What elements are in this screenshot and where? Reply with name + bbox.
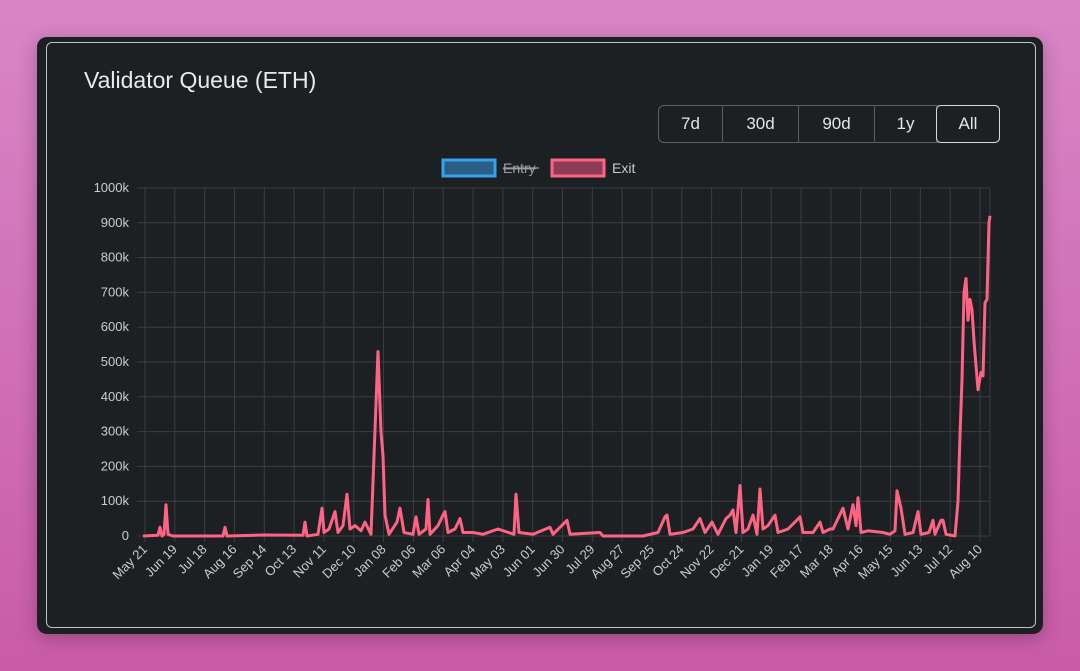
x-tick-label: Jun 30	[529, 542, 567, 580]
legend-swatch-exit	[550, 158, 606, 178]
y-tick-label: 400k	[101, 389, 130, 404]
y-tick-label: 1000k	[94, 180, 130, 195]
y-tick-label: 100k	[101, 493, 130, 508]
exit-series-line	[142, 215, 992, 538]
legend-entry-entry[interactable]: Entry	[441, 158, 539, 178]
x-tick-label: Jun 13	[887, 542, 925, 580]
x-tick-label: May 21	[109, 542, 150, 583]
range-30d-button[interactable]: 30d	[723, 106, 799, 142]
x-tick-label: Aug 10	[945, 542, 985, 582]
y-tick-label: 800k	[101, 250, 130, 265]
legend-label-exit: Exit	[612, 160, 635, 176]
x-tick-label: Jun 01	[500, 542, 538, 580]
range-7d-button[interactable]: 7d	[659, 106, 723, 142]
y-tick-label: 200k	[101, 458, 130, 473]
y-tick-label: 300k	[101, 424, 130, 439]
x-tick-label: Mar 18	[797, 542, 836, 581]
y-tick-label: 600k	[101, 319, 130, 334]
x-tick-label: Sep 25	[617, 542, 657, 582]
x-tick-label: Sep 14	[230, 542, 270, 582]
y-tick-label: 700k	[101, 284, 130, 299]
card-border: Validator Queue (ETH) 7d 30d 90d 1y All	[46, 42, 1036, 628]
range-90d-button[interactable]: 90d	[799, 106, 875, 142]
y-tick-label: 900k	[101, 215, 130, 230]
y-tick-label: 500k	[101, 354, 130, 369]
chart-title: Validator Queue (ETH)	[84, 67, 317, 93]
y-tick-label: 0	[122, 528, 129, 543]
range-selector: 7d 30d 90d 1y All	[658, 105, 1000, 143]
x-tick-label: Jun 19	[142, 542, 180, 580]
x-tick-label: Mar 06	[409, 542, 448, 581]
legend-entry-exit[interactable]: Exit	[550, 158, 635, 178]
legend-swatch-entry	[441, 158, 497, 178]
x-tick-label: Dec 21	[707, 542, 747, 582]
range-all-button[interactable]: All	[936, 105, 1000, 143]
x-tick-label: Dec 10	[319, 542, 359, 582]
